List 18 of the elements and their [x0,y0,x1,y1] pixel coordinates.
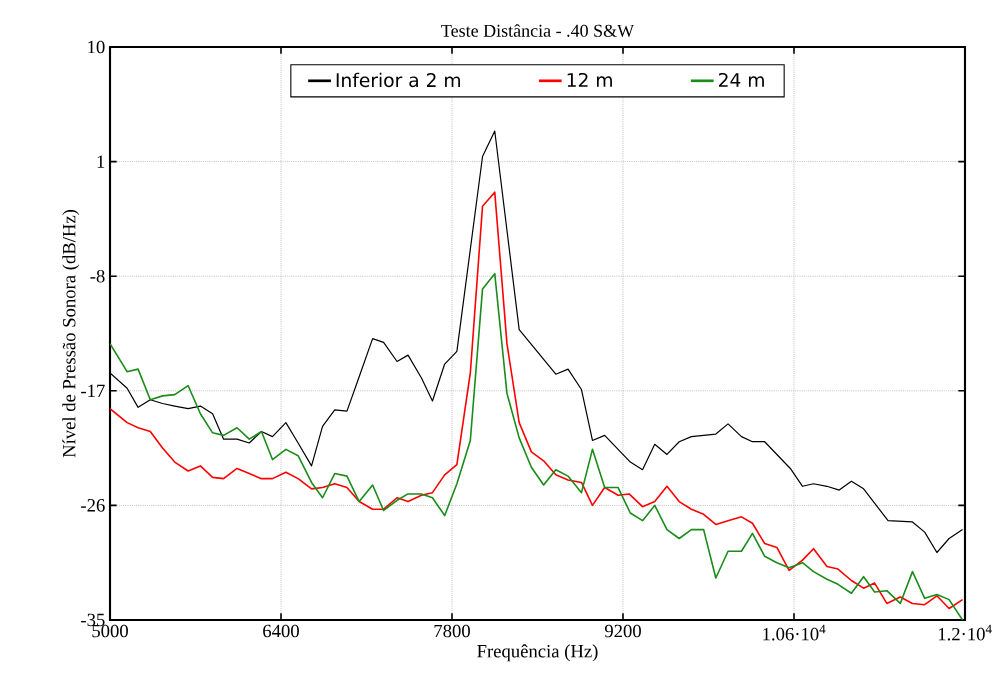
legend-label: Inferior a 2 m [336,72,460,88]
chart-title: Teste Distância - .40 S&W [441,24,635,37]
x-tick-label: 1.06·10$^{4}$ [763,624,826,641]
x-tick-label: 9200 [604,624,641,638]
y-tick-label: -26 [81,499,105,512]
line-series [110,272,964,620]
y-tick-label: 10 [88,40,105,54]
x-tick-label: 6400 [263,624,299,638]
y-tick-label: 1 [97,155,105,168]
x-tick-label: 1.2·10$^{4}$ [938,624,992,641]
x-tick-label: 7800 [434,624,470,638]
y-tick-label: -17 [81,384,105,397]
x-axis-title: Frequência (Hz) [477,644,598,662]
y-axis-title: Nível de Pressão Sonora (dB/Hz) [62,209,80,458]
legend-label: 24 m [718,72,764,87]
legend-label: 12 m [567,72,612,87]
line-series [110,191,964,610]
y-tick-label: -8 [90,269,105,283]
